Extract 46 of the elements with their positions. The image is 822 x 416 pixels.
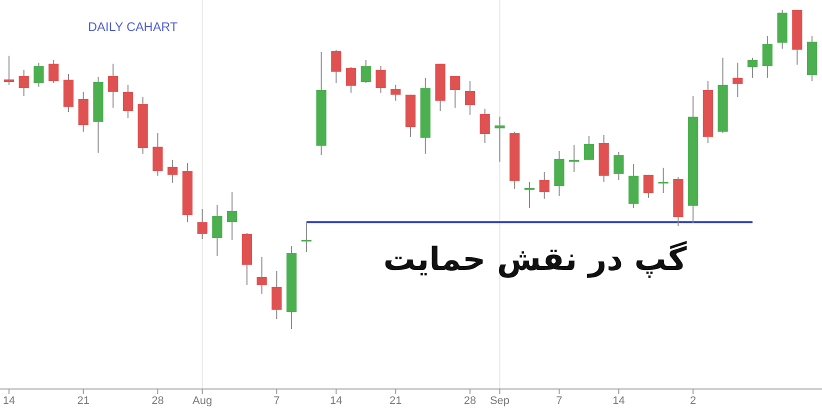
x-tick-label: 2: [690, 395, 696, 407]
candlestick: [539, 172, 550, 200]
x-tick-label: 7: [556, 395, 562, 407]
candlestick: [34, 62, 44, 88]
candlestick: [584, 135, 594, 160]
candlestick: [331, 49, 342, 84]
candlestick: [658, 167, 668, 194]
x-tick-label: Aug: [192, 395, 212, 407]
candlestick: [643, 174, 654, 198]
candlestick: [376, 66, 386, 94]
candlestick: [108, 63, 118, 108]
candlestick: [272, 270, 282, 320]
x-tick-label: Sep: [490, 395, 510, 407]
candlestick: [197, 208, 208, 240]
candlestick: [450, 75, 460, 108]
candlestick: [18, 69, 29, 97]
x-tick-label: 21: [77, 395, 90, 407]
candlestick: [227, 192, 238, 240]
candlestick: [301, 222, 312, 253]
candlestick: [212, 204, 222, 256]
candlestick: [524, 181, 535, 209]
x-tick-label: 14: [612, 395, 625, 407]
text: DAILY CAHART: [88, 20, 178, 34]
candlestick: [480, 108, 490, 144]
candlestick: [48, 59, 59, 84]
candlestick: [346, 66, 356, 94]
candlestick: [4, 55, 14, 86]
x-tick-label: 14: [2, 395, 16, 407]
x-tick-label: 7: [274, 395, 280, 407]
x-tick-label: 28: [152, 395, 164, 407]
x-tick-label: 21: [390, 395, 402, 407]
candlestick: [360, 59, 371, 84]
x-tick-label: 28: [464, 395, 476, 407]
candlestick: [256, 256, 267, 294]
candlestick: [122, 84, 134, 119]
candlestick: [614, 151, 624, 180]
x-tick-label: 14: [330, 395, 342, 407]
candlestick: [390, 84, 401, 102]
candlestick: [494, 116, 505, 162]
candlestick: [168, 159, 178, 184]
candlestick: [569, 144, 580, 172]
candlestick: [747, 57, 758, 78]
candlestick: [464, 80, 476, 116]
annotation: گپ در نقش حمایت: [383, 240, 688, 278]
candlestick: [732, 62, 743, 98]
candlestick: [762, 36, 772, 78]
